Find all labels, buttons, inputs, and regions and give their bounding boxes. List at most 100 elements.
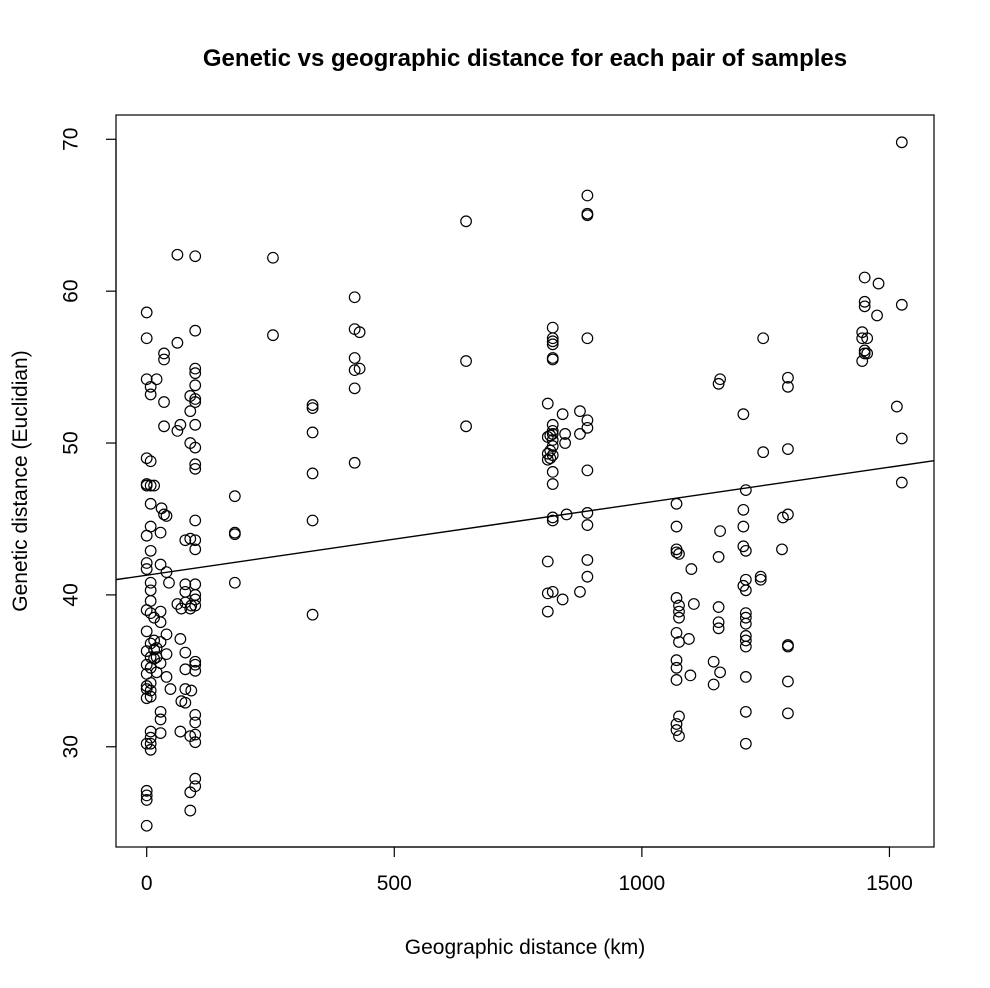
data-point [858, 344, 871, 357]
data-point [673, 730, 685, 743]
data-point [189, 514, 202, 527]
data-point [140, 737, 153, 750]
data-point [228, 576, 241, 589]
data-point [546, 428, 559, 440]
y-tick-label: 70 [60, 128, 83, 151]
data-point [348, 364, 361, 377]
y-tick-label: 30 [60, 735, 83, 758]
data-point [189, 543, 202, 556]
data-point [714, 525, 726, 538]
data-point [164, 683, 177, 695]
y-axis: 30 40 50 60 70 [60, 128, 117, 758]
data-point [546, 449, 559, 462]
data-point [144, 576, 157, 589]
data-point [189, 655, 202, 668]
data-point [546, 440, 559, 452]
data-point [154, 558, 167, 571]
data-point [189, 736, 202, 749]
data-point [739, 584, 752, 597]
data-point [306, 608, 319, 621]
data-point [140, 373, 153, 386]
data-point [687, 598, 700, 610]
data-point [163, 576, 175, 589]
data-point [148, 634, 161, 647]
data-point [155, 502, 168, 515]
data-point [306, 467, 319, 480]
data-point [460, 355, 472, 367]
data-point [306, 399, 319, 411]
data-point [144, 544, 157, 557]
data-point [739, 484, 752, 497]
data-point [189, 379, 202, 392]
data-point [306, 402, 319, 415]
data-point [739, 634, 752, 647]
data-point [546, 434, 559, 446]
data-point [140, 658, 153, 671]
data-point [782, 707, 794, 720]
y-tick-label: 60 [60, 279, 83, 302]
data-point [670, 724, 683, 736]
data-point [546, 338, 559, 351]
data-point [189, 658, 202, 671]
data-point [739, 544, 752, 557]
data-point [541, 605, 554, 618]
data-point [670, 592, 683, 604]
data-point [140, 479, 153, 492]
data-point [739, 640, 752, 653]
data-points [140, 136, 908, 832]
data-point [712, 551, 725, 563]
data-point [171, 248, 184, 261]
data-point [872, 277, 885, 290]
x-axis: 0 500 1000 1500 [141, 846, 913, 895]
data-point [546, 332, 559, 345]
data-point [546, 353, 559, 366]
data-point [353, 326, 366, 339]
data-point [158, 420, 170, 433]
data-point [546, 418, 559, 431]
data-point [189, 578, 202, 591]
data-point [739, 671, 752, 683]
data-point [782, 675, 794, 688]
data-point [856, 355, 869, 367]
data-point [544, 452, 557, 465]
data-point [189, 458, 202, 471]
data-point [144, 737, 157, 750]
data-point [144, 677, 157, 689]
data-point [541, 555, 554, 568]
data-point [685, 563, 698, 575]
data-point [739, 611, 752, 624]
data-point [140, 625, 153, 638]
data-point [739, 737, 752, 750]
data-point [144, 743, 157, 756]
data-point [712, 616, 725, 629]
data-point [179, 534, 192, 547]
data-point [707, 655, 720, 668]
data-point [154, 605, 167, 618]
data-point [581, 189, 594, 202]
data-point [581, 209, 594, 222]
data-point [154, 636, 167, 648]
data-point [144, 690, 157, 703]
data-point [754, 573, 767, 586]
data-point [150, 373, 163, 386]
data-point [144, 731, 157, 744]
data-point [856, 332, 869, 345]
data-point [684, 669, 697, 682]
data-point [171, 336, 184, 349]
data-point [154, 713, 167, 726]
data-point [228, 528, 241, 541]
data-point [782, 371, 794, 384]
data-point [140, 557, 153, 569]
data-point [140, 794, 153, 806]
data-point [267, 329, 279, 342]
data-point [782, 443, 794, 456]
data-point [184, 405, 197, 418]
data-point [670, 674, 683, 686]
data-point [189, 780, 202, 793]
data-point [140, 452, 153, 465]
data-point [154, 727, 167, 739]
data-point [348, 352, 361, 364]
data-point [673, 547, 685, 560]
data-point [460, 215, 472, 228]
data-point [757, 332, 770, 345]
